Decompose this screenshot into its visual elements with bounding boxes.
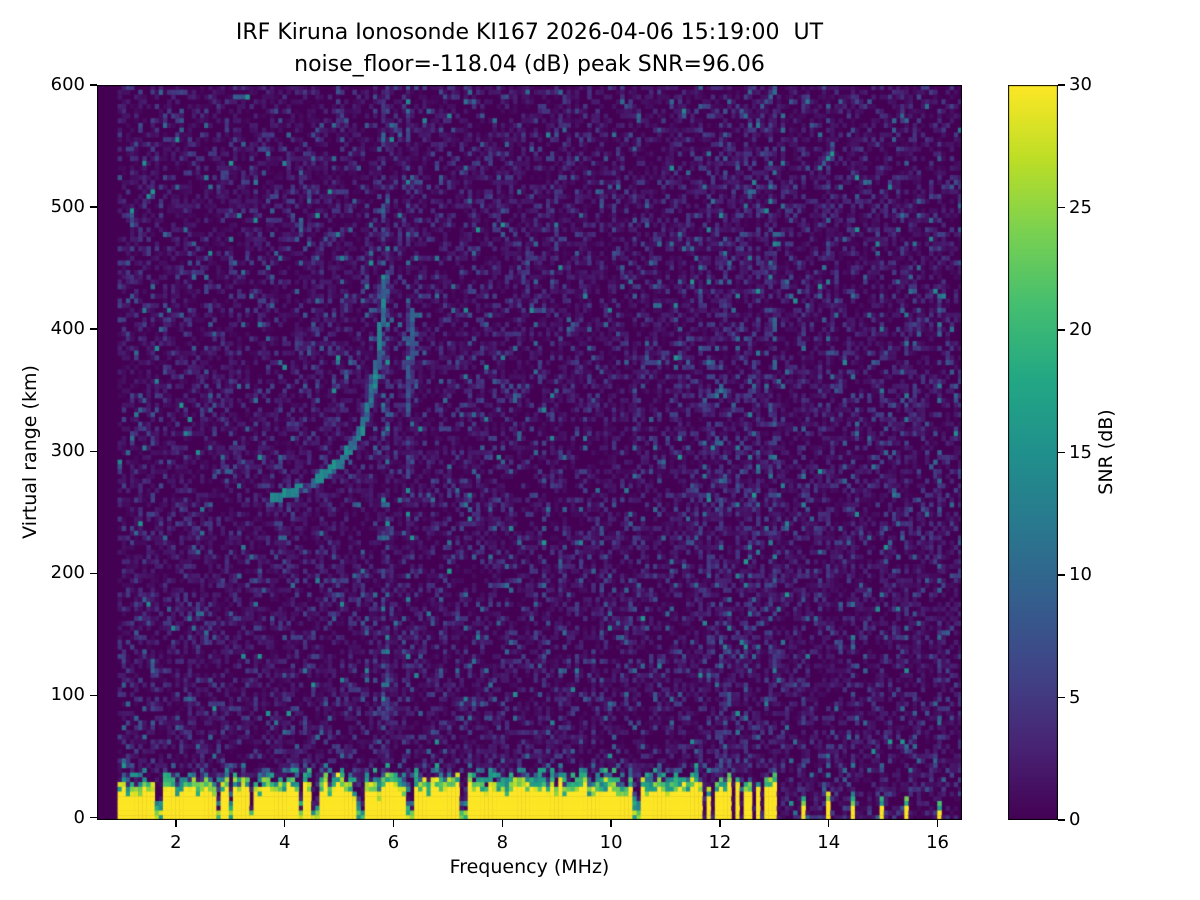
x-tick <box>719 820 721 827</box>
x-axis-label: Frequency (MHz) <box>449 856 610 878</box>
colorbar-tick <box>1058 451 1065 454</box>
x-tick <box>936 820 939 827</box>
y-tick-label: 300 <box>50 440 85 462</box>
y-tick-label: 200 <box>50 562 85 584</box>
y-tick <box>90 328 97 330</box>
colorbar-tick-label: 25 <box>1069 196 1092 218</box>
y-tick <box>90 694 97 697</box>
ionogram-heatmap-canvas <box>97 85 962 820</box>
x-tick <box>827 820 830 827</box>
colorbar-tick-label: 5 <box>1069 686 1081 708</box>
x-tick-label: 12 <box>708 832 732 853</box>
figure-title: IRF Kiruna Ionosonde KI167 2026-04-06 15… <box>235 20 824 45</box>
x-tick-label: 6 <box>387 832 400 853</box>
colorbar-gradient <box>1008 85 1058 820</box>
colorbar-tick <box>1058 329 1065 331</box>
y-tick <box>90 206 97 208</box>
y-tick <box>90 84 97 86</box>
figure-subtitle: noise_floor=-118.04 (dB) peak SNR=96.06 <box>294 52 765 77</box>
y-tick-label: 0 <box>73 806 85 828</box>
y-tick-label: 600 <box>50 74 85 95</box>
colorbar-tick <box>1058 84 1065 86</box>
colorbar-tick <box>1058 696 1065 699</box>
y-tick-label: 100 <box>50 684 85 706</box>
x-tick <box>610 820 612 827</box>
y-tick <box>90 572 97 575</box>
x-tick <box>501 820 504 827</box>
x-tick <box>392 820 395 827</box>
colorbar-tick-label: 20 <box>1069 319 1092 340</box>
y-tick <box>90 816 97 819</box>
x-tick <box>283 820 286 827</box>
x-tick-label: 2 <box>170 832 182 853</box>
colorbar-tick-label: 10 <box>1069 564 1092 585</box>
x-tick-label: 16 <box>926 832 949 853</box>
colorbar-tick-label: 15 <box>1069 441 1092 463</box>
x-tick-label: 4 <box>278 832 291 853</box>
colorbar-tick-label: 0 <box>1069 809 1081 830</box>
colorbar-tick <box>1058 819 1065 821</box>
y-tick-label: 500 <box>50 196 85 218</box>
colorbar-tick <box>1058 206 1065 209</box>
colorbar-tick <box>1058 574 1065 576</box>
x-tick-label: 8 <box>496 832 509 853</box>
y-tick-label: 400 <box>50 318 85 340</box>
colorbar-tick-label: 30 <box>1069 74 1092 95</box>
x-tick-label: 14 <box>817 832 841 853</box>
x-tick <box>175 820 177 827</box>
y-tick <box>90 450 97 453</box>
x-tick-label: 10 <box>599 832 623 853</box>
